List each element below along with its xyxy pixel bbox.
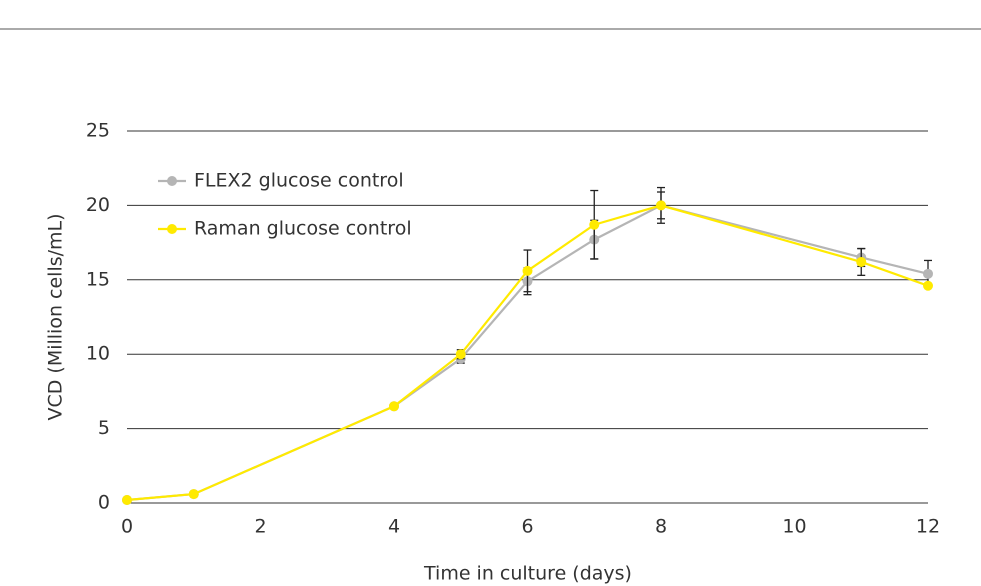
data-point bbox=[923, 280, 933, 291]
legend-label: FLEX2 glucose control bbox=[194, 170, 404, 192]
x-axis-label: Time in culture (days) bbox=[423, 563, 632, 585]
legend-label: Raman glucose control bbox=[194, 218, 412, 240]
y-axis-label: VCD (Million cells/mL) bbox=[45, 213, 67, 420]
legend-marker bbox=[167, 176, 177, 186]
y-tick-label: 10 bbox=[86, 343, 110, 365]
data-point bbox=[656, 200, 666, 211]
x-tick-label: 0 bbox=[121, 516, 133, 538]
data-point bbox=[589, 219, 600, 230]
x-tick-label: 12 bbox=[916, 516, 940, 538]
data-point bbox=[455, 349, 466, 360]
data-point bbox=[856, 256, 867, 267]
y-tick-label: 15 bbox=[86, 268, 110, 290]
y-tick-label: 5 bbox=[98, 417, 110, 439]
x-tick-label: 4 bbox=[388, 516, 400, 538]
data-point bbox=[389, 401, 399, 412]
data-point bbox=[923, 268, 933, 279]
data-point bbox=[188, 489, 199, 500]
x-tick-label: 10 bbox=[782, 516, 806, 538]
x-tick-label: 2 bbox=[254, 516, 266, 538]
y-tick-label: 25 bbox=[86, 120, 110, 142]
y-tick-label: 20 bbox=[86, 194, 110, 216]
x-tick-label: 6 bbox=[521, 516, 533, 538]
data-point bbox=[122, 495, 132, 506]
x-tick-label: 8 bbox=[655, 516, 667, 538]
y-tick-label: 0 bbox=[98, 492, 110, 514]
data-point bbox=[522, 265, 533, 276]
legend-marker bbox=[167, 224, 177, 234]
